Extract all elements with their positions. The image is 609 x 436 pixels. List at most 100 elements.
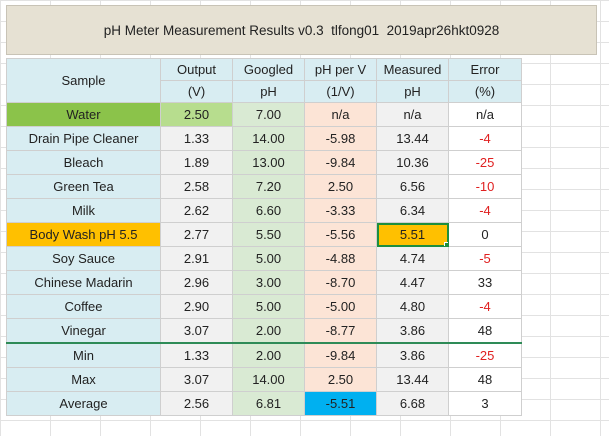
cell-googled[interactable]: 2.00 [232,342,305,368]
cell-googled[interactable]: 7.00 [232,102,305,127]
cell-measured[interactable]: 6.56 [376,174,449,199]
cell-sample[interactable]: Average [6,391,161,416]
cell-sample[interactable]: Vinegar [6,318,161,344]
cell-measured[interactable]: 4.80 [376,294,449,319]
cell-measured[interactable]: 13.44 [376,126,449,151]
cell-error[interactable]: 3 [448,391,522,416]
cell-error[interactable]: -25 [448,150,522,175]
header-error-unit[interactable]: (%) [448,80,522,103]
cell-googled[interactable]: 6.81 [232,391,305,416]
cell-measured[interactable]: 10.36 [376,150,449,175]
cell-output[interactable]: 2.77 [160,222,233,247]
cell-sample[interactable]: Max [6,367,161,392]
cell-sample[interactable]: Body Wash pH 5.5 [6,222,161,247]
cell-ph-per-v[interactable]: -8.77 [304,318,377,344]
cell-googled[interactable]: 3.00 [232,270,305,295]
cell-error[interactable]: 48 [448,367,522,392]
cell-sample[interactable]: Green Tea [6,174,161,199]
cell-sample[interactable]: Milk [6,198,161,223]
cell-output[interactable]: 2.50 [160,102,233,127]
cell-error[interactable]: 0 [448,222,522,247]
cell-googled[interactable]: 5.00 [232,294,305,319]
summary-row: Max 3.07 14.00 2.50 13.44 48 [6,367,522,392]
header-error[interactable]: Error [448,58,522,81]
cell-output[interactable]: 1.33 [160,342,233,368]
cell-ph-per-v[interactable]: 2.50 [304,174,377,199]
cell-ph-per-v[interactable]: -8.70 [304,270,377,295]
cell-error[interactable]: -10 [448,174,522,199]
cell-output[interactable]: 3.07 [160,367,233,392]
cell-error[interactable]: n/a [448,102,522,127]
sheet-title[interactable]: pH Meter Measurement Results v0.3 tlfong… [6,5,597,55]
cell-sample[interactable]: Soy Sauce [6,246,161,271]
cell-sample[interactable]: Water [6,102,161,127]
cell-googled[interactable]: 14.00 [232,126,305,151]
cell-sample[interactable]: Chinese Madarin [6,270,161,295]
cell-measured[interactable]: 3.86 [376,342,449,368]
cell-sample[interactable]: Drain Pipe Cleaner [6,126,161,151]
cell-googled[interactable]: 7.20 [232,174,305,199]
cell-googled[interactable]: 5.00 [232,246,305,271]
header-output[interactable]: Output [160,58,233,81]
cell-output[interactable]: 2.91 [160,246,233,271]
cell-sample[interactable]: Coffee [6,294,161,319]
header-ph-per-v-unit[interactable]: (1/V) [304,80,377,103]
cell-ph-per-v[interactable]: -4.88 [304,246,377,271]
table-row: Drain Pipe Cleaner 1.33 14.00 -5.98 13.44 -4 [6,126,522,151]
cell-ph-per-v[interactable]: -5.98 [304,126,377,151]
cell-sample[interactable]: Min [6,342,161,368]
cell-measured[interactable]: 3.86 [376,318,449,344]
selected-cell[interactable]: 5.51 [376,222,449,247]
cell-measured[interactable]: 13.44 [376,367,449,392]
cell-error[interactable]: -25 [448,342,522,368]
header-sample[interactable]: Sample [6,58,161,103]
cell-measured[interactable]: 4.47 [376,270,449,295]
cell-measured[interactable]: 6.68 [376,391,449,416]
cell-output[interactable]: 2.58 [160,174,233,199]
cell-ph-per-v[interactable]: -3.33 [304,198,377,223]
header-googled[interactable]: Googled [232,58,305,81]
cell-ph-per-v[interactable]: -9.84 [304,150,377,175]
cell-googled[interactable]: 2.00 [232,318,305,344]
header-ph-per-v[interactable]: pH per V [304,58,377,81]
cell-googled[interactable]: 6.60 [232,198,305,223]
cell-googled[interactable]: 13.00 [232,150,305,175]
cell-googled[interactable]: 14.00 [232,367,305,392]
cell-sample[interactable]: Bleach [6,150,161,175]
cell-measured[interactable]: n/a [376,102,449,127]
header-measured-unit[interactable]: pH [376,80,449,103]
summary-row: Min 1.33 2.00 -9.84 3.86 -25 [6,342,522,368]
cell-error[interactable]: -4 [448,126,522,151]
cell-error[interactable]: -5 [448,246,522,271]
cell-output[interactable]: 1.89 [160,150,233,175]
results-table: Sample Output Googled pH per V Measured … [6,58,522,416]
cell-ph-per-v[interactable]: n/a [304,102,377,127]
cell-ph-per-v[interactable]: 2.50 [304,367,377,392]
header-measured[interactable]: Measured [376,58,449,81]
cell-error[interactable]: -4 [448,198,522,223]
cell-error[interactable]: -4 [448,294,522,319]
cell-ph-per-v[interactable]: -5.00 [304,294,377,319]
header-output-unit[interactable]: (V) [160,80,233,103]
cell-error[interactable]: 33 [448,270,522,295]
table-row: Coffee 2.90 5.00 -5.00 4.80 -4 [6,294,522,319]
fill-handle[interactable] [444,242,448,246]
table-row: Soy Sauce 2.91 5.00 -4.88 4.74 -5 [6,246,522,271]
cell-output[interactable]: 2.56 [160,391,233,416]
cell-ph-per-v[interactable]: -9.84 [304,342,377,368]
cell-output[interactable]: 2.96 [160,270,233,295]
table-row: Body Wash pH 5.5 2.77 5.50 -5.56 5.51 0 [6,222,522,247]
cell-measured[interactable]: 6.34 [376,198,449,223]
cell-output[interactable]: 2.90 [160,294,233,319]
cell-output[interactable]: 2.62 [160,198,233,223]
table-row: Water 2.50 7.00 n/a n/a n/a [6,102,522,127]
cell-ph-per-v[interactable]: -5.51 [304,391,377,416]
cell-output[interactable]: 1.33 [160,126,233,151]
cell-googled[interactable]: 5.50 [232,222,305,247]
table-row: Vinegar 3.07 2.00 -8.77 3.86 48 [6,318,522,344]
header-googled-unit[interactable]: pH [232,80,305,103]
cell-error[interactable]: 48 [448,318,522,344]
cell-ph-per-v[interactable]: -5.56 [304,222,377,247]
cell-output[interactable]: 3.07 [160,318,233,344]
cell-measured[interactable]: 4.74 [376,246,449,271]
